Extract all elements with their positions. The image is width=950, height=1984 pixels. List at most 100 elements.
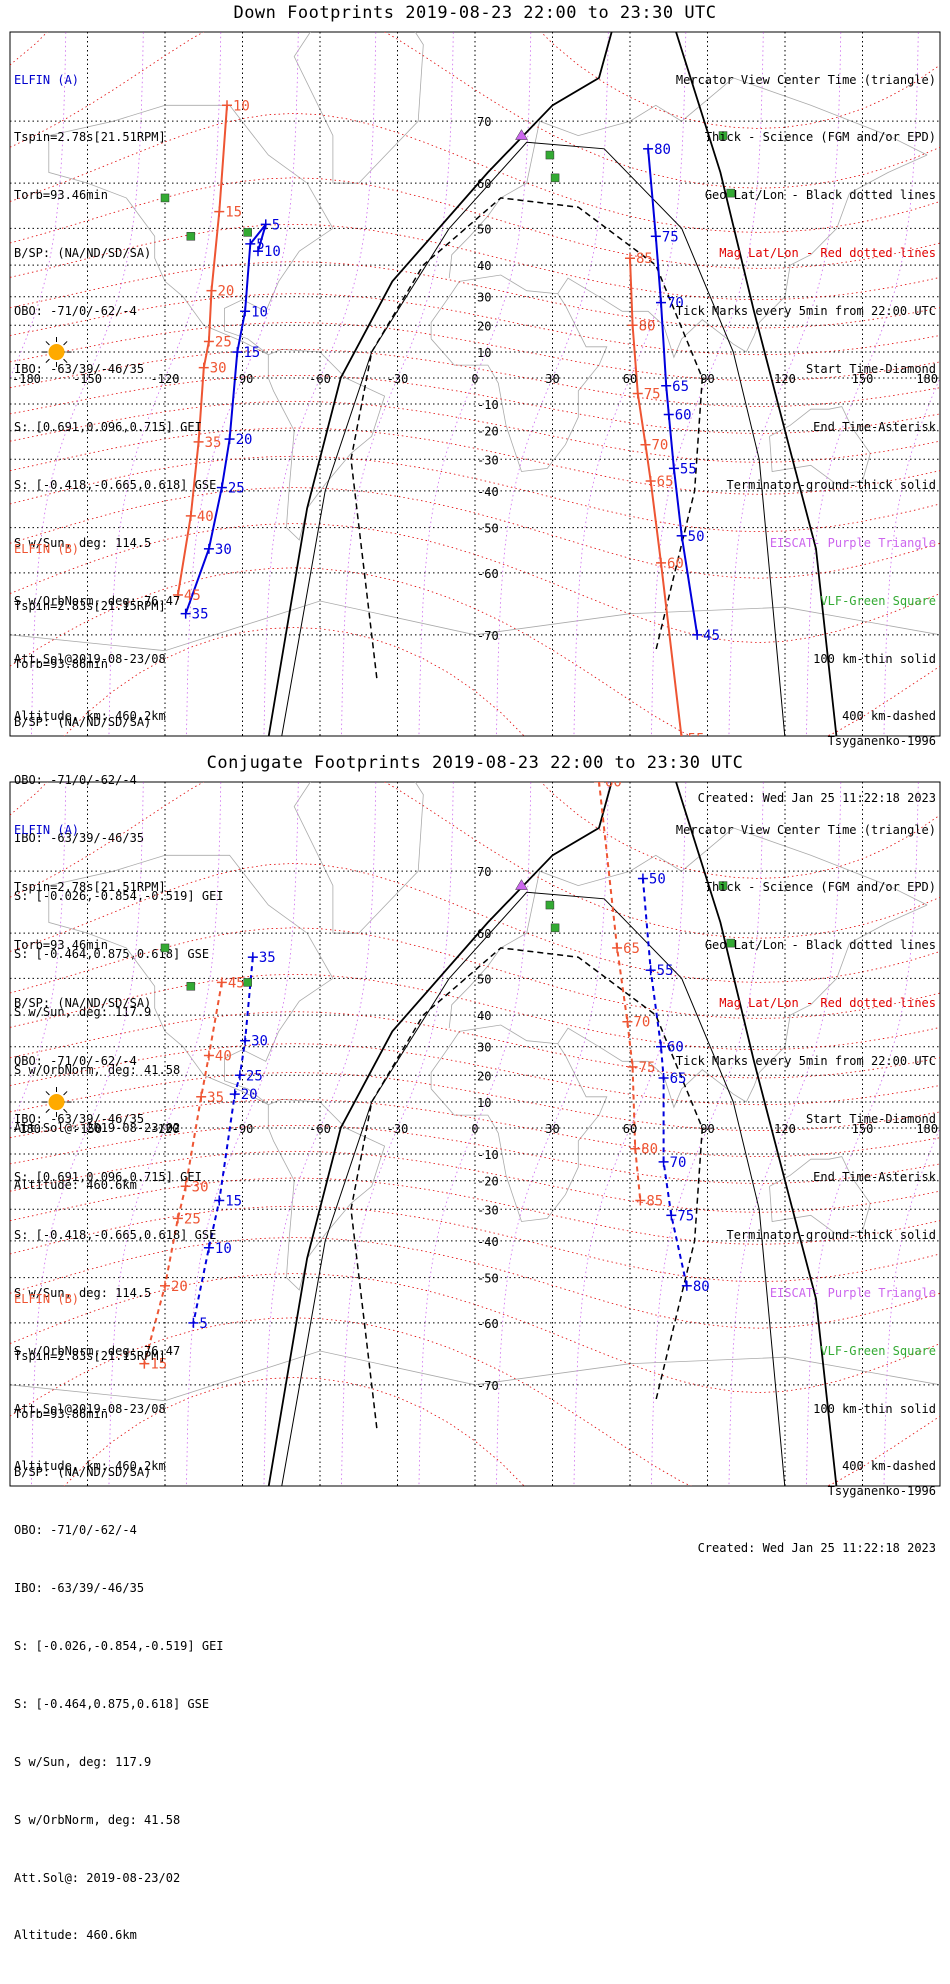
- lat-label: 10: [477, 1096, 491, 1110]
- tick-label: 20: [236, 432, 253, 448]
- mag-lat-line: [10, 223, 940, 301]
- model-name: Tsyganenko-1996: [827, 734, 936, 748]
- tick-label: 75: [639, 1060, 656, 1076]
- lon-label: 180: [916, 372, 938, 386]
- mag-grid: [10, 32, 940, 736]
- legend-line: End Time-Asterisk: [813, 1169, 936, 1184]
- tick-label: 60: [667, 556, 684, 572]
- tick-label: 55: [688, 732, 705, 748]
- tick-label: 55: [680, 461, 697, 477]
- legend-line: Start Time-Diamond: [805, 1112, 936, 1127]
- legend-line: Tick Marks every 5min from 22:00 UTC: [675, 304, 936, 319]
- info-line: IBO: -63/39/-46/35: [14, 362, 145, 377]
- mag-lat-line: [10, 567, 940, 736]
- tick-label: 20: [218, 284, 235, 300]
- info-line: Altitude: 460.6km: [14, 1178, 137, 1193]
- terminator-line: [675, 782, 838, 1486]
- sun-icon: [41, 1087, 72, 1118]
- legend-line: Start Time-Diamond: [805, 362, 936, 377]
- legend: Mercator View Center Time (triangle) Thi…: [676, 32, 936, 765]
- panel-title: Conjugate Footprints 2019-08-23 22:00 to…: [206, 753, 744, 773]
- info-line: S w/OrbNorm, deg: 41.58: [14, 1812, 181, 1827]
- legend-line: VLF-Green Square: [820, 1343, 936, 1358]
- lon-label: 90: [700, 1122, 714, 1136]
- coastline: [293, 782, 424, 934]
- stations: [160, 129, 735, 241]
- lat-label: 10: [477, 346, 491, 360]
- mag-lat-line: [10, 1150, 940, 1213]
- mag-lat-line: [10, 927, 940, 1019]
- lat-label: -60: [477, 1317, 499, 1331]
- tick-label: 80: [693, 1279, 710, 1295]
- info-line: B/SP: (NA/ND/SD/SA): [14, 1465, 152, 1480]
- info-line: S w/OrbNorm, deg: 76.47: [14, 593, 181, 608]
- info-line: S: [-0.026,-0.854,-0.519] GEI: [14, 1638, 224, 1653]
- mag-lat-line: [10, 1124, 940, 1184]
- tick-label: 60: [605, 775, 622, 791]
- tick-label: 15: [225, 205, 242, 221]
- vlf-square: [243, 978, 252, 987]
- stations: [160, 879, 735, 991]
- lat-label: 20: [477, 1069, 491, 1083]
- lon-label: -180: [12, 1122, 41, 1136]
- legend-line: Thick - Science (FGM and/or EPD): [704, 130, 936, 145]
- tick-label: 75: [677, 1208, 694, 1224]
- lon-label: -60: [309, 1122, 331, 1136]
- lon-label: 30: [545, 1122, 559, 1136]
- terminator-line: [267, 782, 613, 1486]
- tick-label: 10: [251, 304, 268, 320]
- tick-label: 30: [192, 1179, 209, 1195]
- vlf-square: [545, 900, 555, 910]
- mag-grid: [10, 782, 940, 1486]
- tick-label: 40: [215, 1049, 232, 1065]
- conjugate-footprints-panel: Conjugate Footprints 2019-08-23 22:00 to…: [0, 750, 950, 1942]
- sun-ray: [45, 358, 50, 363]
- satellite-tracks: 35 30 25 20 15 10 5 50 55 60 65 70 75 80 45 40 35 30 25 20 1…: [139, 775, 710, 1373]
- mag-lat-line: [10, 322, 940, 382]
- vlf-square: [718, 131, 728, 140]
- vlf-square: [186, 232, 196, 241]
- sun-icon: [41, 337, 72, 368]
- 400km-line: [350, 197, 704, 679]
- sun-disc: [48, 1094, 65, 1111]
- lon-label: 0: [471, 372, 478, 386]
- terminator-line: [675, 32, 838, 736]
- lat-label: -70: [477, 629, 499, 643]
- elfin-a-label: ELFIN (A): [14, 822, 80, 837]
- mag-lat-line: [10, 782, 940, 939]
- info-line: S w/OrbNorm, deg: 41.58: [14, 1062, 181, 1077]
- info-line: S: [-0.418,-0.665,0.618] GSE: [14, 1227, 217, 1242]
- info-line: B/SP: (NA/ND/SD/SA): [14, 996, 152, 1011]
- info-line: OBO: -71/0/-62/-4: [14, 1054, 137, 1069]
- tick-label: 60: [667, 1040, 684, 1056]
- vlf-square: [726, 188, 735, 198]
- info-line: Tspin=2.83s[21.15RPM]: [14, 599, 166, 614]
- model-name: Tsyganenko-1996: [827, 1484, 936, 1498]
- lon-label: -150: [73, 1122, 102, 1136]
- vlf-square: [550, 923, 560, 933]
- info-line: Tspin=2.78s[21.51RPM]: [14, 130, 166, 145]
- tick-label: 25: [184, 1211, 201, 1227]
- mag-lat-line: [63, 1377, 525, 1486]
- lon-label: 30: [545, 372, 559, 386]
- tick-label: 75: [662, 229, 679, 245]
- lat-label: 50: [477, 972, 491, 986]
- lon-label: -90: [232, 372, 254, 386]
- lat-label: -10: [477, 398, 499, 412]
- sun-ray: [63, 1091, 68, 1096]
- terminator: [267, 32, 838, 736]
- sun-ray: [63, 358, 68, 363]
- tick-label: 20: [171, 1279, 188, 1295]
- legend-line: 400 km-dashed: [842, 1459, 936, 1474]
- elfin-b-info: ELFIN (B) Tspin=2.83s[21.15RPM] Torb=93.…: [14, 1251, 224, 1984]
- info-line: S w/Sun, deg: 117.9: [14, 1754, 152, 1769]
- tick-label: 5: [199, 1316, 207, 1332]
- tick-label: 45: [184, 588, 201, 604]
- lon-label: 60: [623, 1122, 637, 1136]
- tick-label: 5: [272, 217, 280, 233]
- tick-label: 60: [675, 408, 692, 424]
- vlf-square: [243, 228, 252, 237]
- mag-lat-line: [10, 32, 940, 189]
- tick-label: 85: [636, 251, 653, 267]
- 100km-line: [281, 141, 786, 736]
